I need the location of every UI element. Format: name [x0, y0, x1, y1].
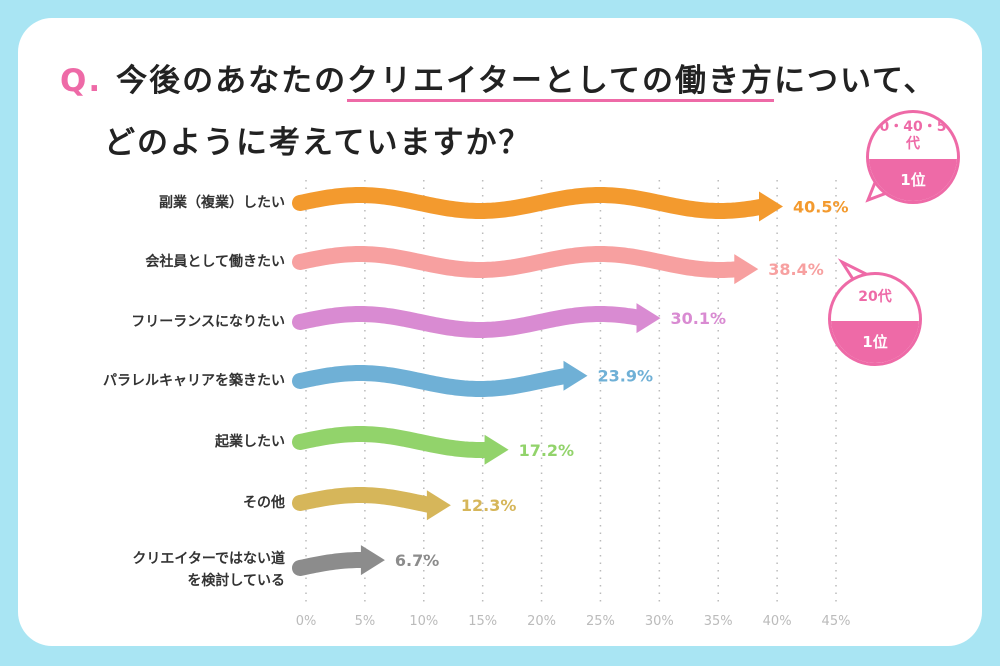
x-tick-label: 35% [704, 614, 733, 629]
category-label: パラレルキャリアを築きたい [103, 373, 285, 389]
category-label: クリエイターではない道 を検討している [132, 551, 285, 589]
value-label: 30.1% [671, 309, 727, 328]
bar-wave [292, 246, 744, 278]
badge-group: 20代 [858, 289, 892, 306]
bar-arrowhead [484, 434, 509, 465]
bar-arrowhead [563, 360, 588, 391]
bar-arrowhead [426, 490, 451, 521]
category-label: 起業したい [215, 434, 285, 450]
bar-arrowhead [636, 303, 661, 334]
x-tick-label: 40% [763, 614, 792, 629]
bar-arrowhead [734, 254, 759, 285]
x-tick-label: 5% [355, 614, 376, 629]
bar-wave [292, 552, 372, 576]
badge-group: 30・40・50代 [869, 118, 957, 152]
category-label: その他 [243, 495, 285, 511]
bar-arrowhead [759, 191, 783, 222]
x-tick-label: 0% [296, 614, 317, 629]
badge-30-40-50: 30・40・50代 1位 [866, 110, 960, 204]
x-tick-label: 45% [822, 614, 851, 629]
category-label: 会社員として働きたい [145, 254, 285, 270]
bar-wave [292, 365, 572, 397]
bar-wave [292, 187, 768, 219]
value-label: 40.5% [793, 197, 849, 216]
q-marker: Q. [60, 63, 103, 99]
title-part: 今後のあなたの [116, 63, 348, 99]
value-label: 17.2% [519, 441, 575, 460]
bar-arrowhead [360, 545, 385, 576]
x-tick-label: 20% [527, 614, 556, 629]
title-line2: どのように考えていますか？ [104, 125, 532, 161]
category-label: フリーランスになりたい [131, 314, 285, 330]
bar-wave [292, 487, 436, 513]
bar-wave [292, 426, 496, 458]
value-label: 38.4% [768, 260, 824, 279]
value-label: 12.3% [461, 496, 517, 515]
value-label: 6.7% [395, 551, 439, 570]
badge-20s: 20代 1位 [828, 272, 922, 366]
value-label: 23.9% [597, 367, 653, 386]
category-label: 副業（複業）したい [159, 195, 285, 211]
bar-wave [292, 306, 648, 338]
x-tick-label: 30% [645, 614, 674, 629]
x-tick-label: 25% [586, 614, 615, 629]
question-title: Q. 今後のあなたのクリエイターとしての働き方について、 どのように考えていますか… [60, 50, 937, 174]
x-tick-label: 10% [409, 614, 438, 629]
title-underlined: クリエイターとしての働き方 [347, 63, 774, 102]
title-part: について、 [773, 63, 937, 99]
x-tick-label: 15% [468, 614, 497, 629]
